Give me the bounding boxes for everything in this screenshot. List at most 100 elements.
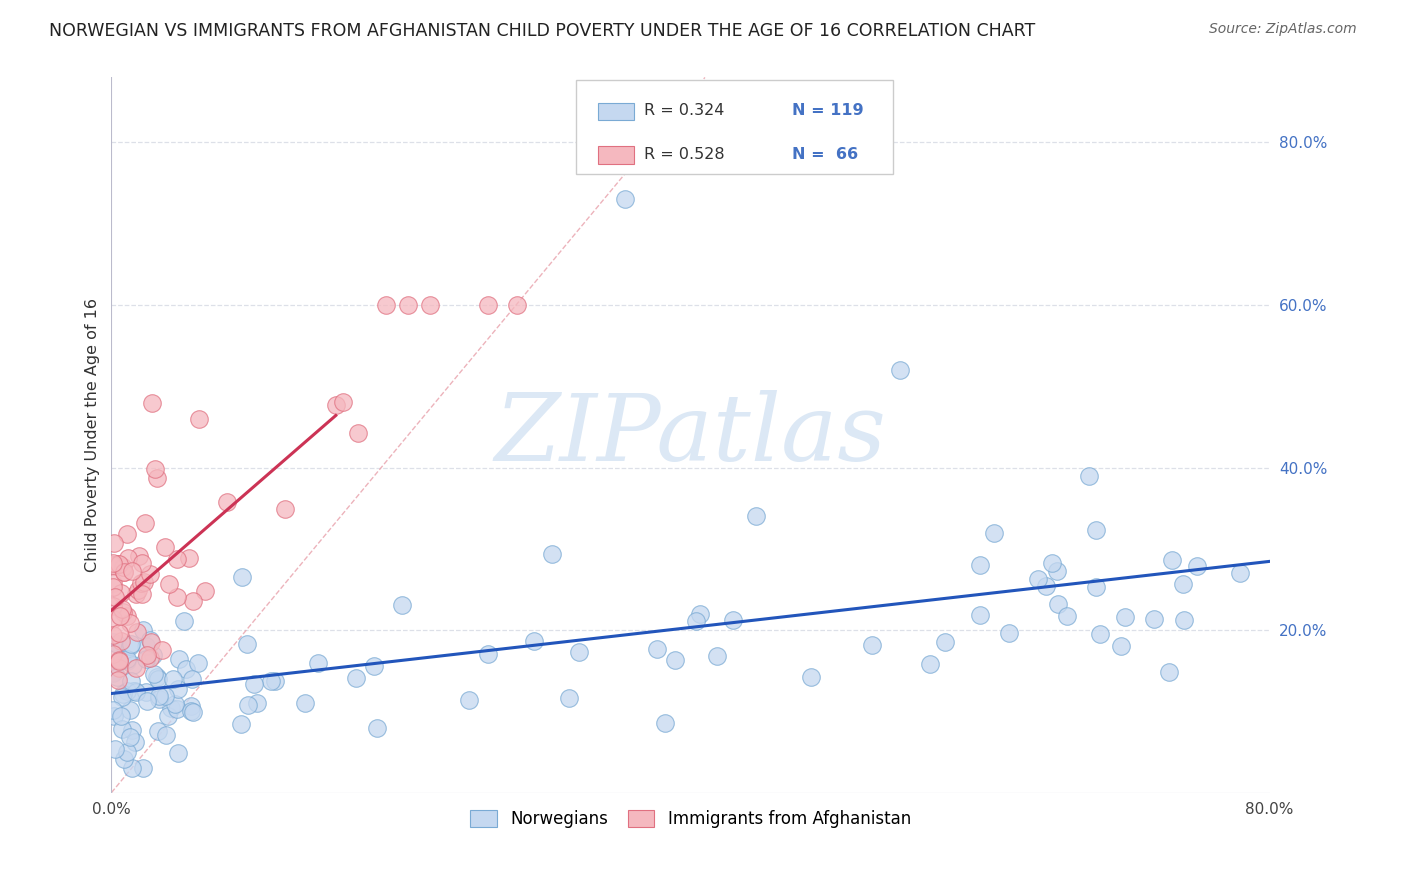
Point bbox=[969, 558, 991, 572]
Point bbox=[103, 536, 125, 550]
Point bbox=[145, 670, 167, 684]
Point bbox=[860, 638, 883, 652]
Point bbox=[135, 694, 157, 708]
Point bbox=[120, 674, 142, 689]
Point bbox=[1035, 579, 1057, 593]
Point bbox=[118, 640, 141, 654]
Text: R = 0.324: R = 0.324 bbox=[644, 103, 724, 118]
Point bbox=[177, 551, 200, 566]
Point bbox=[187, 656, 209, 670]
Point bbox=[131, 761, 153, 775]
Point bbox=[260, 673, 283, 688]
Point bbox=[176, 662, 198, 676]
Point bbox=[141, 395, 163, 409]
Point bbox=[117, 526, 139, 541]
Point bbox=[131, 587, 153, 601]
Text: N = 119: N = 119 bbox=[792, 103, 863, 118]
Point bbox=[105, 669, 128, 683]
Point bbox=[346, 425, 368, 440]
Point bbox=[181, 672, 204, 686]
Point bbox=[173, 614, 195, 628]
Point bbox=[477, 648, 499, 662]
Point bbox=[111, 690, 134, 705]
Point bbox=[138, 633, 160, 648]
Point bbox=[568, 644, 591, 658]
Point bbox=[167, 746, 190, 760]
Point bbox=[105, 637, 128, 651]
Point bbox=[1085, 524, 1108, 538]
Point bbox=[117, 550, 139, 565]
Point bbox=[135, 639, 157, 653]
Point bbox=[111, 605, 134, 619]
Point bbox=[146, 672, 169, 686]
Text: N =  66: N = 66 bbox=[792, 147, 858, 161]
Point bbox=[706, 649, 728, 664]
Text: Source: ZipAtlas.com: Source: ZipAtlas.com bbox=[1209, 22, 1357, 37]
Point bbox=[103, 580, 125, 594]
Point bbox=[112, 565, 135, 579]
Point bbox=[110, 586, 132, 600]
Point bbox=[1159, 665, 1181, 680]
Point bbox=[115, 653, 138, 667]
Point bbox=[419, 298, 441, 312]
Point bbox=[1084, 580, 1107, 594]
Point bbox=[1047, 598, 1070, 612]
Point bbox=[142, 666, 165, 681]
Point bbox=[120, 637, 142, 651]
Point bbox=[1114, 609, 1136, 624]
Point bbox=[127, 625, 149, 640]
Point bbox=[229, 717, 252, 731]
Point bbox=[157, 577, 180, 591]
Point bbox=[148, 689, 170, 703]
Point bbox=[150, 642, 173, 657]
Point bbox=[654, 716, 676, 731]
Point bbox=[1026, 572, 1049, 586]
Point bbox=[103, 709, 125, 723]
Point bbox=[115, 652, 138, 666]
Point bbox=[396, 298, 419, 312]
Point bbox=[101, 612, 124, 626]
Point bbox=[163, 698, 186, 712]
Point bbox=[107, 626, 129, 640]
Point bbox=[146, 723, 169, 738]
Legend: Norwegians, Immigrants from Afghanistan: Norwegians, Immigrants from Afghanistan bbox=[463, 803, 918, 834]
Point bbox=[112, 751, 135, 765]
Point bbox=[344, 671, 367, 685]
Point bbox=[108, 661, 131, 675]
Point bbox=[332, 395, 354, 409]
Point bbox=[101, 599, 124, 613]
Point bbox=[104, 742, 127, 756]
Point bbox=[231, 570, 253, 584]
Point bbox=[103, 556, 125, 570]
Point bbox=[131, 556, 153, 570]
Point bbox=[998, 626, 1021, 640]
Point bbox=[139, 650, 162, 665]
Point bbox=[153, 689, 176, 703]
Point bbox=[307, 656, 329, 670]
Point bbox=[800, 670, 823, 684]
Point bbox=[918, 657, 941, 672]
Point bbox=[134, 516, 156, 530]
Point bbox=[155, 728, 177, 742]
Point bbox=[744, 509, 766, 524]
Point bbox=[110, 709, 132, 723]
Point bbox=[129, 575, 152, 590]
Point bbox=[124, 735, 146, 749]
Point bbox=[111, 601, 134, 615]
Point bbox=[101, 558, 124, 572]
Point bbox=[111, 653, 134, 667]
Point bbox=[121, 723, 143, 737]
Point bbox=[139, 567, 162, 582]
Point bbox=[120, 703, 142, 717]
Point bbox=[107, 558, 129, 572]
Point bbox=[104, 591, 127, 605]
Point bbox=[115, 745, 138, 759]
Point bbox=[121, 761, 143, 775]
Point bbox=[112, 565, 135, 579]
Point bbox=[132, 575, 155, 590]
Point bbox=[614, 192, 637, 206]
Point bbox=[194, 583, 217, 598]
Point bbox=[506, 298, 529, 312]
Point bbox=[101, 628, 124, 642]
Point bbox=[128, 549, 150, 563]
